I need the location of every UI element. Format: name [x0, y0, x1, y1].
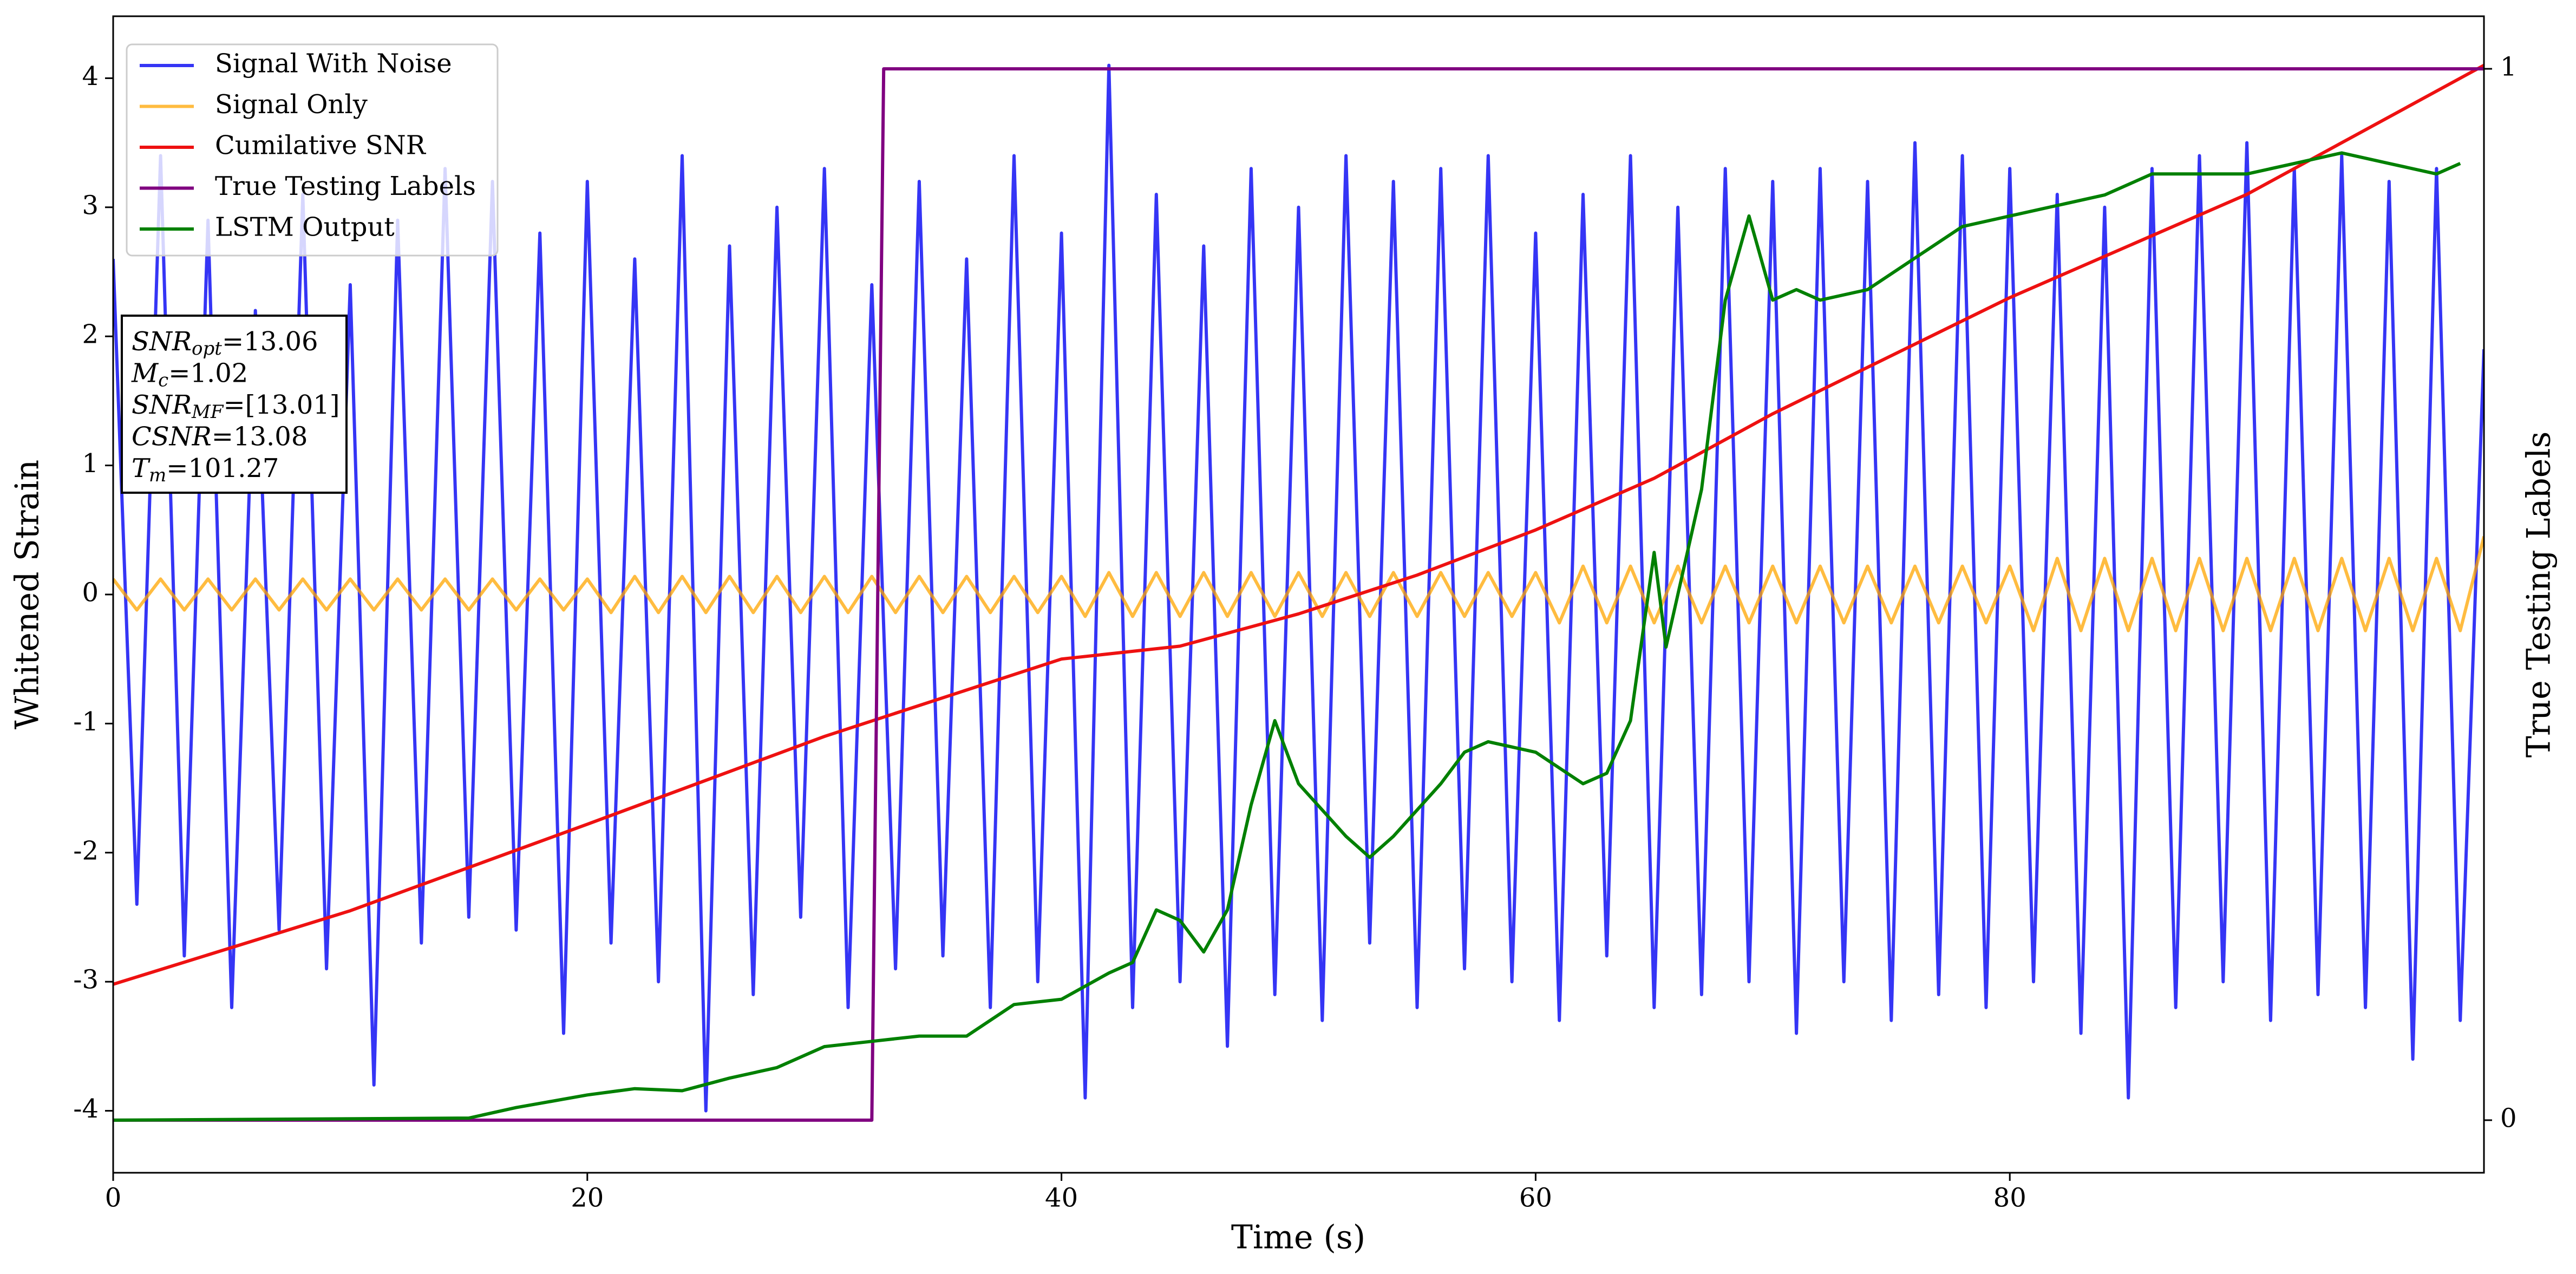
annotation-value: =1.02 — [168, 358, 248, 388]
series-line — [113, 63, 2484, 1113]
plot-area — [113, 63, 2484, 1122]
annotation-symbol: T — [132, 453, 151, 484]
annotation: CSNR=13.08 — [132, 421, 308, 452]
x-tick-label: 20 — [571, 1183, 604, 1213]
y2-axis-label: True Testing Labels — [2520, 432, 2558, 758]
legend-label: Signal With Noise — [215, 49, 452, 79]
annotation-symbol: SNR — [132, 390, 192, 420]
annotation-subscript: c — [158, 370, 168, 391]
y-tick-label: 2 — [82, 319, 99, 350]
annotation: SNRMF=[13.01] — [132, 390, 340, 423]
y-tick-label: 1 — [82, 448, 99, 479]
annotation-symbol: CSNR — [132, 421, 212, 452]
y-axis-label: Whitened Strain — [9, 460, 47, 729]
series-line — [113, 535, 2484, 632]
legend-label: LSTM Output — [215, 212, 395, 243]
legend-label: Signal Only — [215, 89, 368, 120]
series-line — [113, 63, 2484, 986]
legend: Signal With Noise Signal Only Cumilative S… — [126, 43, 499, 257]
y2-tick-label: 1 — [2500, 52, 2517, 82]
legend-box — [126, 43, 499, 257]
annotation: Mc=1.02 — [131, 358, 248, 391]
annotation-frame — [121, 315, 348, 494]
annotation-value: =[13.01] — [223, 390, 339, 420]
x-axis-label: Time (s) — [1231, 1219, 1365, 1257]
annotation-value: =101.27 — [166, 453, 279, 484]
y2-tick-label: 0 — [2500, 1103, 2517, 1133]
series-line — [113, 151, 2461, 1122]
legend-label: True Testing Labels — [215, 171, 476, 201]
y-tick-label: -2 — [73, 835, 99, 866]
annotation-value: =13.06 — [222, 326, 318, 357]
y-tick-label: -1 — [73, 707, 99, 737]
annotation-subscript: m — [149, 465, 166, 486]
annotation-symbol: M — [131, 358, 159, 388]
y-tick-label: -4 — [73, 1094, 99, 1124]
series-line — [113, 67, 2484, 1122]
annotation-value: =13.08 — [212, 421, 308, 452]
y-tick-label: 3 — [82, 190, 99, 220]
annotation-box: SNRopt=13.06Mc=1.02SNRMF=[13.01]CSNR=13.… — [121, 315, 348, 494]
y-tick-label: 4 — [82, 61, 99, 92]
y-tick-label: -3 — [73, 965, 99, 995]
y-tick-label: 0 — [82, 578, 99, 608]
x-tick-label: 0 — [105, 1183, 122, 1213]
x-tick-label: 60 — [1519, 1183, 1552, 1213]
x-tick-label: 80 — [1993, 1183, 2026, 1213]
annotation-symbol: SNR — [132, 326, 192, 357]
annotation: SNRopt=13.06 — [132, 326, 318, 360]
x-tick-label: 40 — [1045, 1183, 1078, 1213]
annotation-subscript: MF — [191, 401, 224, 423]
annotation: Tm=101.27 — [132, 453, 279, 487]
legend-label: Cumilative SNR — [215, 130, 427, 161]
annotation-subscript: opt — [192, 338, 222, 360]
